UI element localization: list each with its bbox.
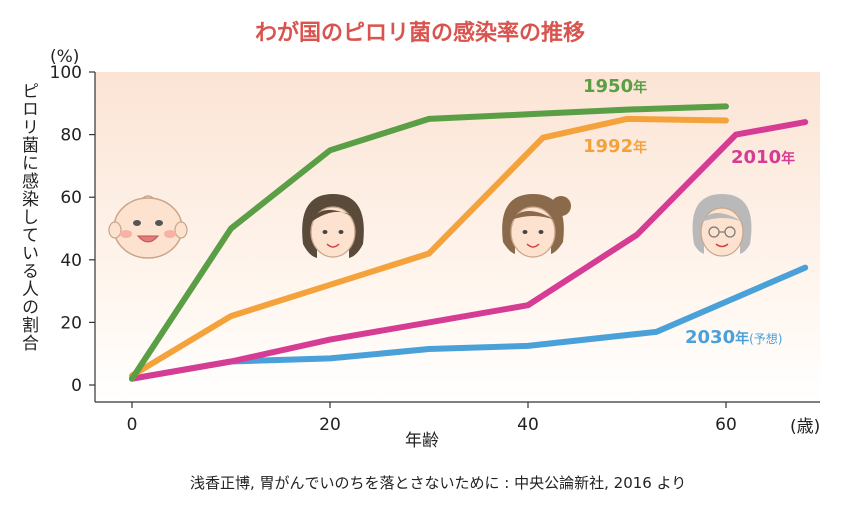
x-tick-label: 20 [319, 415, 341, 435]
x-tick-label: 40 [517, 415, 539, 435]
baby-face-icon [108, 195, 188, 259]
x-tick-label: 0 [127, 415, 138, 435]
y-tick-label: 100 [50, 63, 82, 83]
elderly-woman-face-icon [692, 194, 752, 257]
series-line-1950 [129, 103, 729, 382]
chart-title: わが国のピロリ菌の感染率の推移 [255, 20, 585, 46]
x-unit-label: (歳) [790, 417, 820, 437]
woman-face-icon [502, 194, 571, 258]
series-line-1992 [129, 115, 729, 379]
y-tick-label: 0 [71, 376, 82, 396]
young-woman-face-icon [302, 194, 364, 258]
y-axis-label: ピロリ菌に感染している人の割合 [18, 82, 39, 352]
x-tick-label: 60 [715, 415, 737, 435]
y-tick-label: 40 [60, 251, 82, 271]
y-tick-label: 20 [60, 313, 82, 333]
y-unit-label: (%) [50, 47, 79, 67]
series-label-2010: 2010年 [731, 147, 795, 168]
x-axis-label: 年齢 [405, 431, 439, 451]
y-tick-label: 80 [60, 126, 82, 146]
series-label-1992: 1992年 [583, 136, 647, 157]
source-note: 浅香正博, 胃がんでいのちを落とさないために : 中央公論新社, 2016 より [190, 474, 686, 492]
series-label-2030: 2030年(予想) [685, 327, 782, 348]
series-line-2010 [129, 119, 809, 382]
series-label-1950: 1950年 [583, 76, 647, 97]
y-tick-label: 60 [60, 188, 82, 208]
